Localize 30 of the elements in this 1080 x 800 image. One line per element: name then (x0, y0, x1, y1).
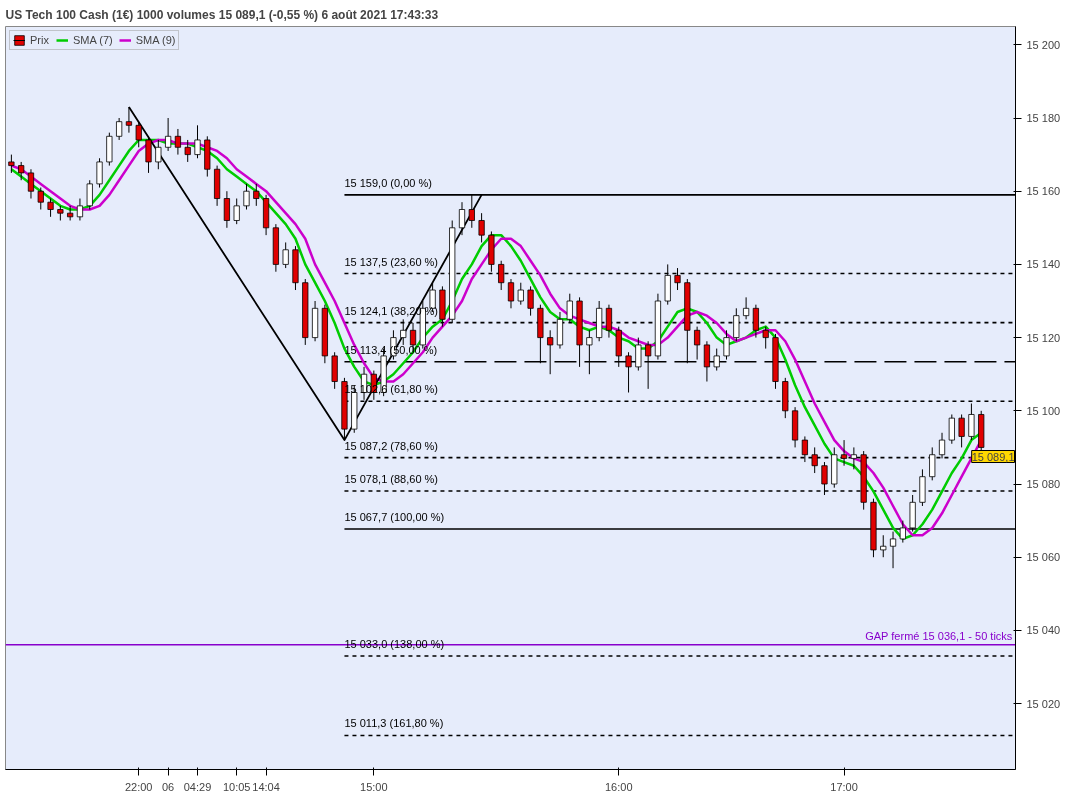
legend-label: Prix (30, 34, 50, 46)
y-tick-label: 15 060 (1026, 551, 1061, 564)
y-tick-label: 15 140 (1026, 258, 1061, 271)
y-tick-label: 15 080 (1026, 478, 1061, 491)
legend-label: SMA (9) (135, 34, 176, 46)
x-tick-label: 22:00 (124, 780, 153, 793)
y-tick-label: 15 160 (1026, 185, 1061, 198)
x-tick-label: 17:00 (830, 780, 858, 793)
chart-title: US Tech 100 Cash (1€) 1000 volumes 15 089,1 (-0,55 %) 6 août 2021 17:43:33 (5, 7, 439, 22)
x-tick-label: 16:00 (604, 780, 633, 793)
x-tick-label: 15:00 (360, 780, 388, 793)
x-tick-label: 10:05 (222, 780, 251, 793)
ref-line-label: 15 078,1 (88,60 %) (344, 472, 439, 485)
ref-line-label: 15 067,7 (100,00 %) (344, 511, 445, 524)
annotation: 15 089,1 (971, 450, 1015, 463)
ref-line-label: 15 159,0 (0,00 %) (344, 176, 432, 189)
ref-line-label: GAP fermé 15 036,1 - 50 ticks (865, 629, 1013, 642)
x-tick-label: 14:04 (252, 780, 280, 793)
y-tick-label: 15 040 (1026, 624, 1061, 637)
x-tick-label: 06 (162, 780, 175, 793)
y-tick-label: 15 020 (1026, 697, 1061, 710)
ref-line-label: 15 011,3 (161,80 %) (344, 717, 444, 730)
x-tick-label: 04:29 (183, 780, 212, 793)
ref-line-label: 15 137,5 (23,60 %) (344, 255, 439, 268)
legend-label: SMA (7) (73, 34, 113, 46)
ref-line-label: 15 087,2 (78,60 %) (344, 439, 439, 452)
y-tick-label: 15 200 (1026, 38, 1061, 51)
y-tick-label: 15 120 (1026, 331, 1061, 344)
y-tick-label: 15 180 (1026, 112, 1061, 124)
y-tick-label: 15 100 (1026, 404, 1061, 417)
